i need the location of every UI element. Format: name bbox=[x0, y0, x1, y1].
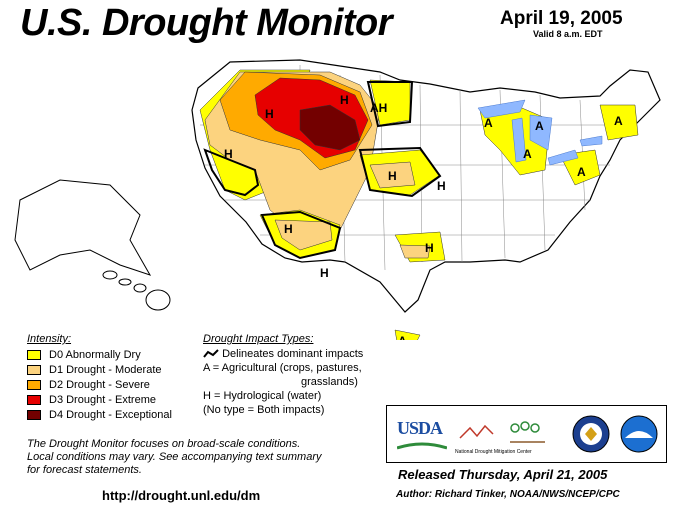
legend-item-d4: D4 Drought - Exceptional bbox=[27, 407, 172, 422]
impact-lines bbox=[203, 81, 442, 260]
label-h-utah: H bbox=[284, 222, 293, 236]
d0-texas-coast bbox=[394, 329, 421, 340]
swatch-d4 bbox=[27, 409, 41, 420]
label-h-oregon: H bbox=[224, 147, 233, 161]
great-lakes bbox=[477, 99, 603, 166]
impact-hydrological: H = Hydrological (water) bbox=[203, 390, 322, 402]
noaa-logo bbox=[619, 414, 659, 459]
swatch-d0 bbox=[27, 349, 41, 360]
d1-southwest bbox=[274, 219, 333, 251]
label-a-wisconsin: A bbox=[484, 116, 493, 130]
impact-line-icon bbox=[203, 349, 219, 358]
label-a-ohio: A bbox=[577, 165, 586, 179]
legend-item-d2: D2 Drought - Severe bbox=[27, 377, 172, 392]
usda-logo: USDA bbox=[396, 418, 448, 450]
label-ah-dakotas: AH bbox=[370, 101, 387, 115]
ndmc-logo: National Drought Mitigation Center bbox=[455, 418, 565, 458]
usda-swoosh-icon bbox=[396, 442, 448, 450]
swatch-d2 bbox=[27, 379, 41, 390]
nws-seal-icon bbox=[572, 415, 610, 453]
release-date: Released Thursday, April 21, 2005 bbox=[398, 467, 608, 482]
label-h-montana: H bbox=[340, 93, 349, 107]
d1-oklahoma bbox=[399, 244, 431, 259]
swatch-d1 bbox=[27, 364, 41, 375]
impact-legend: Delineates dominant impacts A = Agricult… bbox=[203, 348, 363, 418]
d1-nebraska bbox=[369, 161, 416, 189]
intensity-heading: Intensity: bbox=[27, 333, 72, 345]
drought-map: H H H AH H H H H H A A A A A A bbox=[14, 59, 661, 340]
label-h-oklahoma: H bbox=[425, 241, 434, 255]
disclaimer: The Drought Monitor focuses on broad-sca… bbox=[27, 438, 322, 476]
impact-heading: Drought Impact Types: bbox=[203, 333, 314, 345]
map-title: U.S. Drought Monitor bbox=[20, 2, 393, 44]
map-date: April 19, 2005 bbox=[500, 8, 623, 29]
swatch-d3 bbox=[27, 394, 41, 405]
impact-both: (No type = Both impacts) bbox=[203, 404, 325, 416]
ndmc-icon bbox=[459, 421, 545, 443]
label-a-michigan: A bbox=[523, 147, 532, 161]
hawaii bbox=[102, 270, 171, 311]
intensity-legend: D0 Abnormally Dry D1 Drought - Moderate … bbox=[27, 347, 172, 422]
legend-item-d3: D3 Drought - Extreme bbox=[27, 392, 172, 407]
author: Author: Richard Tinker, NOAA/NWS/NCEP/CP… bbox=[396, 489, 620, 500]
d4-wyoming bbox=[299, 104, 361, 151]
valid-time: Valid 8 a.m. EDT bbox=[533, 29, 603, 39]
legend-item-d1: D1 Drought - Moderate bbox=[27, 362, 172, 377]
noaa-nws-seal bbox=[571, 414, 611, 459]
alaska bbox=[14, 179, 152, 276]
agency-logos: USDA National Drought Mitigation Center bbox=[386, 405, 667, 463]
website-url[interactable]: http://drought.unl.edu/dm bbox=[102, 488, 261, 503]
impact-agricultural: A = Agricultural (crops, pastures, bbox=[203, 362, 362, 374]
noaa-icon bbox=[620, 415, 658, 453]
label-h-idaho: H bbox=[265, 107, 274, 121]
impact-agricultural-cont: grasslands) bbox=[301, 376, 358, 388]
label-a-texas: A bbox=[398, 334, 407, 340]
label-h-iowa: H bbox=[437, 179, 446, 193]
impact-delineates: Delineates dominant impacts bbox=[203, 348, 363, 362]
label-a-upper-mi: A bbox=[535, 119, 544, 133]
label-h-nebraska: H bbox=[388, 169, 397, 183]
d0-northeast bbox=[599, 104, 639, 141]
legend-item-d0: D0 Abnormally Dry bbox=[27, 347, 172, 362]
label-a-newyork: A bbox=[614, 114, 623, 128]
label-h-arizona: H bbox=[320, 266, 329, 280]
